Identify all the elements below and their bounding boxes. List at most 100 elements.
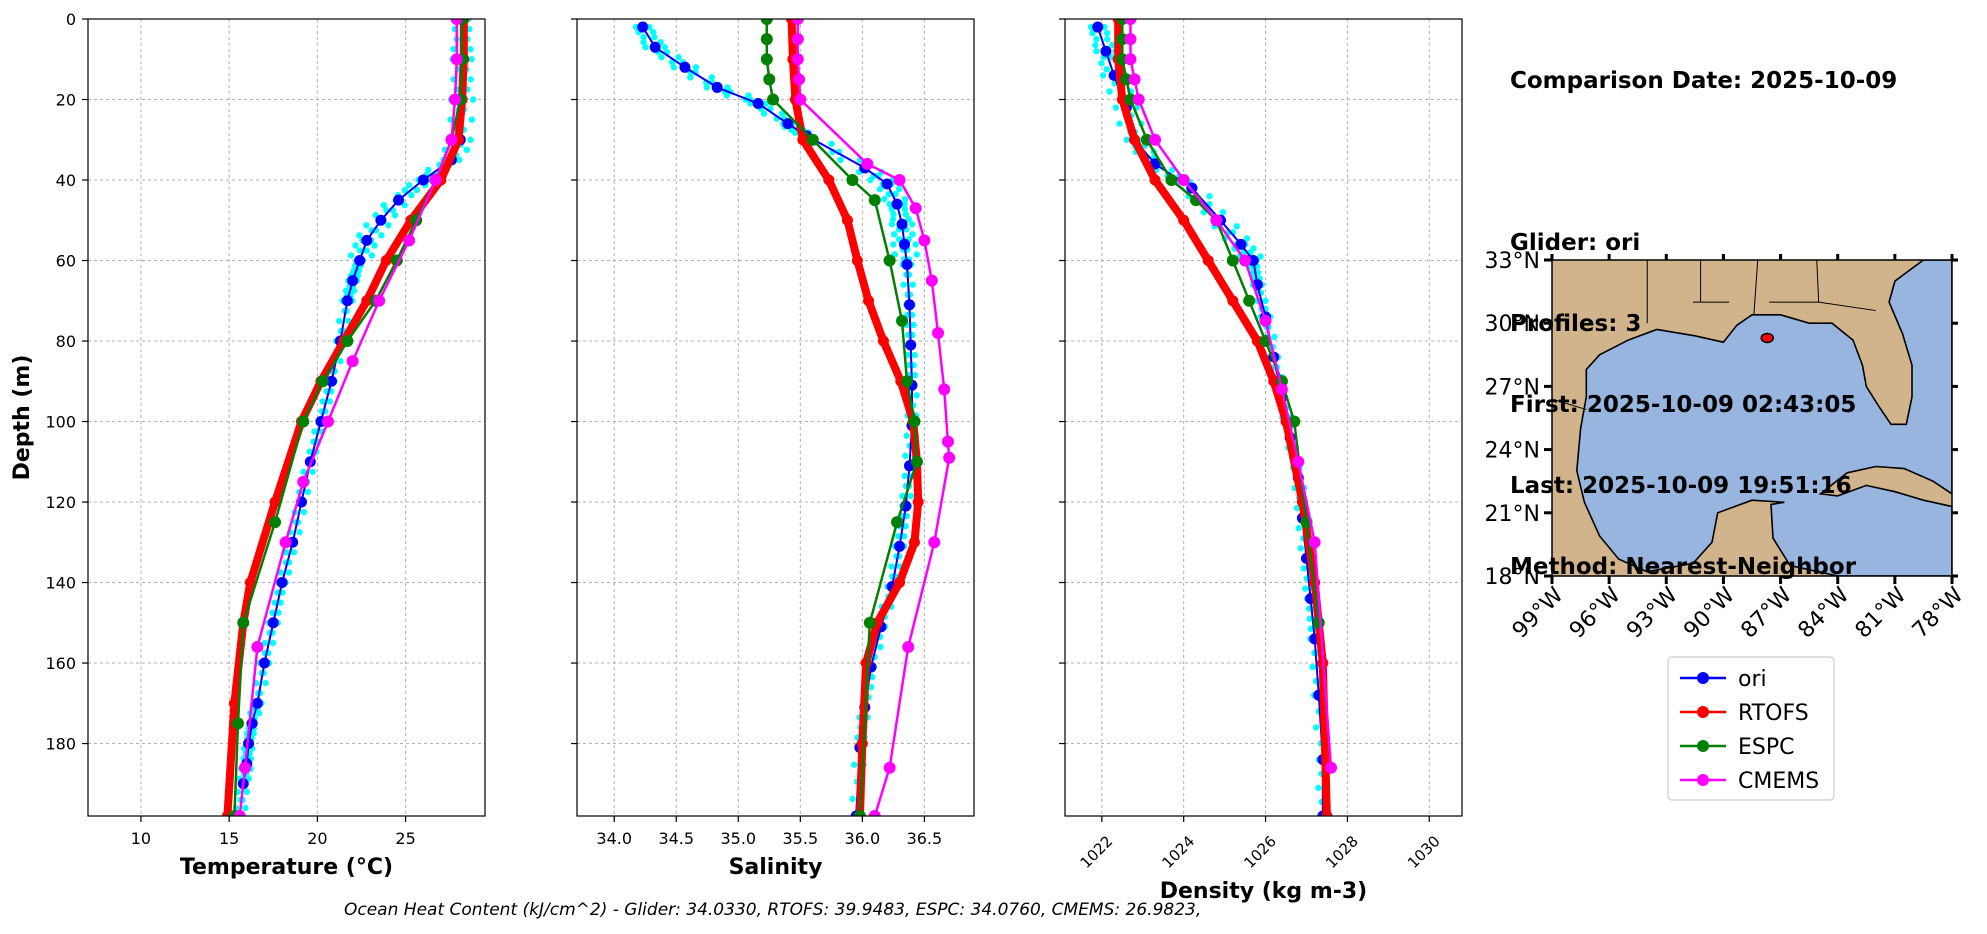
raw-point [886,200,893,208]
data-point [445,133,458,146]
data-point [231,717,244,730]
data-point [891,198,903,210]
raw-point [363,247,370,254]
y-tick-label: 0 [66,10,76,29]
series-cmems [1124,19,1338,774]
raw-point [363,222,370,229]
raw-point [468,56,475,63]
axes-frame [576,18,975,817]
data-point [1149,133,1162,146]
method: Method: Nearest-Neighbor [1510,554,1857,580]
data-point [649,41,661,53]
raw-point [1309,663,1316,671]
data-point [909,202,922,215]
raw-point [1116,120,1123,127]
data-point [1308,536,1321,549]
data-point [244,577,256,589]
x-tick-label: 15 [219,829,239,848]
raw-point [1271,333,1278,341]
data-point [1268,375,1280,387]
raw-point [1302,585,1309,592]
raw-point [828,140,835,147]
raw-point [911,351,918,359]
raw-point [319,398,326,405]
data-point [297,475,310,488]
data-point [269,496,281,508]
raw-point [269,609,276,616]
raw-point [905,216,912,223]
raw-point [901,472,908,480]
raw-point [658,54,665,61]
raw-point [401,186,409,194]
data-point [1124,53,1137,66]
raw-point [467,45,474,53]
data-point [896,218,908,230]
axes-frame [87,18,486,817]
data-point [883,254,896,267]
data-point [899,238,911,250]
data-point [767,93,780,106]
raw-point [1098,60,1105,67]
data-point [794,93,807,106]
raw-point [890,211,897,218]
data-point [1177,174,1190,187]
data-point [361,234,373,246]
raw-point [262,679,269,687]
data-point [341,295,353,307]
raw-point [380,201,387,209]
raw-point [900,281,907,288]
raw-point [894,533,902,540]
raw-point [1104,35,1111,43]
data-point [258,657,270,669]
data-point [269,516,282,529]
raw-point [837,156,844,164]
data-point [806,133,819,146]
x-tick-label: 20 [307,829,327,848]
raw-point [352,242,359,249]
raw-point [1295,524,1302,532]
raw-point [463,146,471,154]
raw-point [890,241,897,248]
raw-point [902,452,909,459]
data-point [752,98,764,110]
raw-point [1312,724,1320,731]
raw-point [877,643,884,651]
last-time: Last: 2025-10-09 19:51:16 [1510,473,1852,499]
border-line [1816,260,1820,303]
y-tick-label: 20 [56,91,76,110]
info-block: Comparison Date: 2025-10-09 Glider: ori … [1510,14,1897,608]
data-point [925,274,938,287]
data-point [1292,455,1305,468]
series-line-espc [765,19,919,816]
raw-point [910,321,917,329]
x-tick-label: 34.0 [596,829,632,848]
chart-panel-2: 34.0 34.5 35.0 35.5 36.0 36.5 Salinity [571,18,975,880]
border-line [1552,398,1587,411]
raw-point [304,488,312,496]
raw-point [1307,625,1314,633]
legend-box [1667,656,1835,801]
raw-point [242,804,249,812]
raw-point [401,201,408,209]
data-point [910,455,923,468]
raw-profile-scatter [232,19,477,812]
raw-point [692,64,700,71]
raw-point [849,795,856,803]
raw-point [911,372,919,379]
raw-point [889,216,897,223]
data-point [938,383,951,396]
raw-point [285,569,293,576]
data-point [1116,94,1128,106]
raw-point [467,136,474,143]
raw-point [283,549,290,556]
data-point [361,295,373,307]
data-point [267,617,279,629]
raw-point [1306,615,1313,622]
raw-point [300,468,307,476]
raw-point [300,508,308,516]
raw-point [1123,136,1130,143]
data-point [763,73,776,86]
axes-frame [1064,18,1463,817]
raw-point [1300,565,1307,572]
raw-point [640,33,647,41]
